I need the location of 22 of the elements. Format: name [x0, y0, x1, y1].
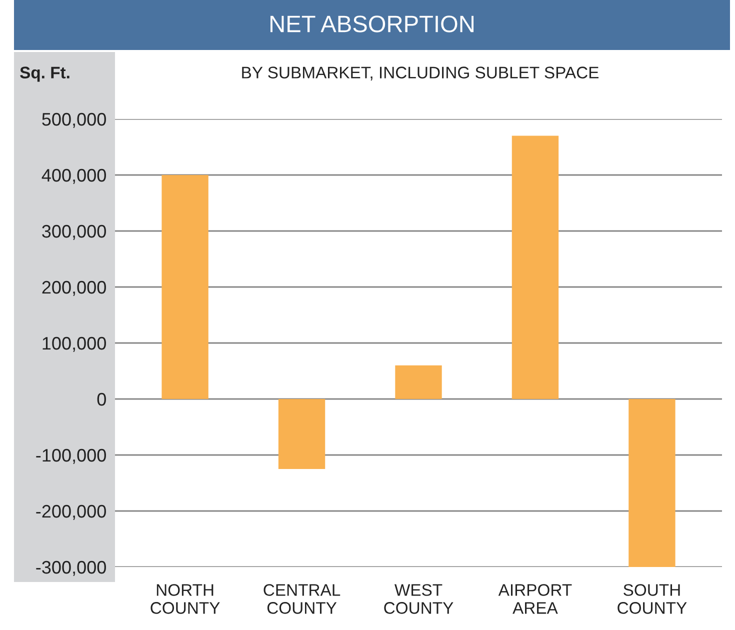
- bar: [278, 399, 326, 469]
- y-tick-label: 300,000: [42, 224, 106, 240]
- x-tick-label: AIRPORT AREA: [498, 584, 572, 614]
- y-tick-label: 0: [97, 392, 106, 406]
- x-tick-label: CENTRAL COUNTY: [264, 584, 340, 614]
- x-tick-label: WEST COUNTY: [384, 584, 454, 614]
- x-tick-label: NORTH COUNTY: [150, 584, 220, 614]
- chart-subtitle: BY SUBMARKET, INCLUDING SUBLET SPACE: [242, 66, 599, 80]
- y-tick-label: -200,000: [36, 504, 106, 520]
- y-tick-label: -300,000: [36, 560, 106, 576]
- bar: [512, 136, 559, 399]
- y-tick-label: -100,000: [36, 448, 106, 464]
- y-tick-label: 400,000: [42, 168, 106, 184]
- y-tick-label: 200,000: [42, 280, 106, 296]
- y-tick-label: 500,000: [42, 112, 106, 128]
- y-tick-label: 100,000: [42, 336, 106, 352]
- bar: [162, 175, 208, 399]
- x-tick-label: SOUTH COUNTY: [618, 584, 687, 614]
- y-axis-title: Sq. Ft.: [20, 66, 70, 82]
- bar: [628, 399, 676, 567]
- bar: [395, 365, 442, 399]
- chart-title: NET ABSORPTION: [270, 16, 474, 32]
